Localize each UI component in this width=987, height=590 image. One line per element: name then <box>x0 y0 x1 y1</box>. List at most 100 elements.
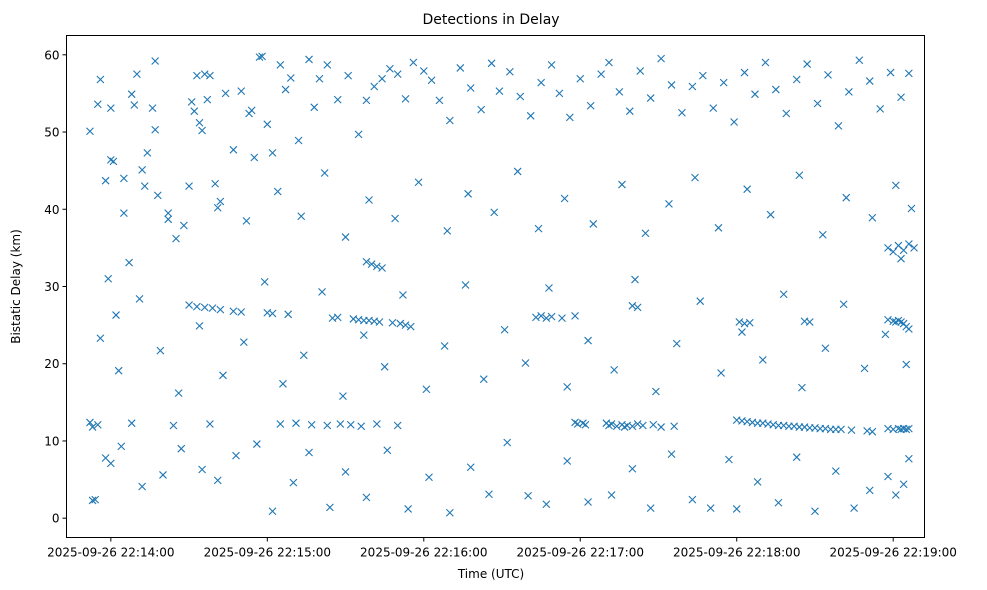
data-point <box>876 104 885 113</box>
data-point <box>106 459 115 468</box>
data-point <box>792 453 801 462</box>
data-point <box>628 301 637 310</box>
data-point <box>884 243 892 252</box>
data-point <box>341 467 350 476</box>
data-point <box>153 191 162 200</box>
ticks-layer: 2025-09-26 22:14:00 2025-09-26 22:15:00 20… <box>44 48 957 559</box>
data-point <box>771 85 780 94</box>
data-point <box>138 482 147 491</box>
data-point <box>208 304 217 313</box>
data-point <box>294 136 303 145</box>
data-point <box>792 75 801 84</box>
data-point <box>127 90 136 99</box>
y-tick-label: 50 <box>44 126 59 140</box>
data-point <box>698 71 707 80</box>
data-point <box>93 100 102 109</box>
data-point <box>581 420 590 429</box>
data-point <box>315 74 324 83</box>
data-point <box>96 75 105 84</box>
data-point <box>383 446 392 455</box>
data-point <box>247 106 256 115</box>
data-point <box>260 277 269 286</box>
plot-frame <box>66 35 925 538</box>
data-point <box>409 58 418 67</box>
data-point <box>151 125 160 134</box>
data-point <box>258 52 266 61</box>
data-point <box>179 221 188 230</box>
data-point <box>818 230 827 239</box>
data-point <box>125 258 133 267</box>
data-point <box>354 130 363 139</box>
data-point <box>495 87 504 95</box>
data-point <box>466 463 475 472</box>
y-tick-label: 10 <box>44 434 59 448</box>
data-point <box>612 422 621 431</box>
data-point <box>646 504 655 513</box>
x-tick-label: 2025-09-26 22:14:00 <box>47 546 174 560</box>
data-point <box>425 473 433 482</box>
chart-title: Detections in Delay <box>422 12 559 28</box>
data-point <box>545 284 553 292</box>
data-point <box>339 392 347 401</box>
data-point <box>114 366 123 375</box>
data-point <box>904 424 913 433</box>
data-point <box>106 104 115 112</box>
data-point <box>638 421 647 430</box>
data-point <box>725 455 733 464</box>
data-point <box>333 313 342 322</box>
data-point <box>276 420 285 428</box>
data-point <box>305 55 313 64</box>
data-point <box>740 68 749 77</box>
data-point <box>104 274 113 283</box>
data-point <box>119 174 128 183</box>
data-point <box>889 247 898 256</box>
data-point <box>229 307 238 316</box>
data-point <box>443 227 452 235</box>
data-point <box>391 214 399 223</box>
x-tick-label: 2025-09-26 22:16:00 <box>360 546 487 560</box>
data-point <box>839 300 848 309</box>
data-point <box>323 60 332 69</box>
data-point <box>516 92 525 101</box>
data-point <box>148 104 157 112</box>
data-point <box>344 71 353 80</box>
y-tick-label: 30 <box>44 280 59 294</box>
data-point <box>847 426 856 435</box>
data-point <box>242 216 251 225</box>
data-point <box>200 303 209 312</box>
data-point <box>112 311 120 319</box>
data-point <box>766 210 775 219</box>
data-point <box>547 312 556 321</box>
data-point <box>326 503 334 512</box>
data-point <box>305 448 313 457</box>
data-point <box>811 507 819 516</box>
data-point <box>174 389 183 397</box>
data-point <box>250 153 259 162</box>
data-point <box>503 438 512 447</box>
data-point <box>193 71 201 80</box>
data-point <box>297 212 306 221</box>
data-point <box>834 121 843 130</box>
data-point <box>709 104 718 112</box>
data-point <box>605 58 613 67</box>
data-point <box>732 505 741 513</box>
data-point <box>884 472 892 481</box>
data-point <box>206 71 214 80</box>
data-point <box>479 375 488 384</box>
data-point <box>169 421 178 430</box>
data-point <box>464 189 473 198</box>
data-point <box>490 208 499 217</box>
data-point <box>743 185 752 194</box>
data-point <box>813 99 822 108</box>
data-point <box>221 89 230 98</box>
data-point <box>597 70 606 79</box>
data-point <box>904 325 913 333</box>
data-point <box>795 171 804 180</box>
data-point <box>636 67 645 75</box>
data-point <box>850 504 858 513</box>
data-point <box>649 420 658 429</box>
data-point <box>117 442 126 451</box>
data-point <box>127 419 136 428</box>
data-point <box>393 421 402 430</box>
data-point <box>584 498 592 506</box>
